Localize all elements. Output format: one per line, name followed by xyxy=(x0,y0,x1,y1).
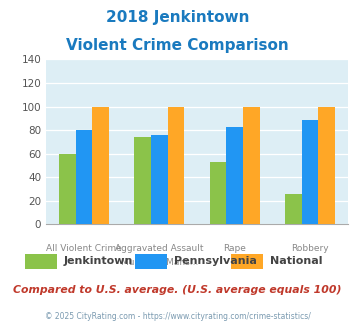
Text: Jenkintown: Jenkintown xyxy=(64,256,133,266)
Bar xyxy=(318,107,335,224)
Bar xyxy=(302,119,318,224)
Bar xyxy=(135,137,151,224)
Bar xyxy=(76,130,92,224)
Text: Aggravated Assault: Aggravated Assault xyxy=(115,244,203,253)
Text: Murder & Mans...: Murder & Mans... xyxy=(121,258,198,267)
Text: National: National xyxy=(270,256,322,266)
Bar xyxy=(210,162,226,224)
Text: Robbery: Robbery xyxy=(291,244,329,253)
Text: Rape: Rape xyxy=(223,244,246,253)
Bar xyxy=(168,107,184,224)
Text: Pennsylvania: Pennsylvania xyxy=(174,256,257,266)
Bar xyxy=(59,154,76,224)
Text: Violent Crime Comparison: Violent Crime Comparison xyxy=(66,38,289,53)
Text: 2018 Jenkintown: 2018 Jenkintown xyxy=(106,10,249,25)
Bar xyxy=(226,127,243,224)
Text: © 2025 CityRating.com - https://www.cityrating.com/crime-statistics/: © 2025 CityRating.com - https://www.city… xyxy=(45,312,310,321)
Text: All Violent Crime: All Violent Crime xyxy=(46,244,122,253)
Bar xyxy=(92,107,109,224)
Bar xyxy=(151,135,168,224)
Bar xyxy=(285,194,302,224)
Text: Compared to U.S. average. (U.S. average equals 100): Compared to U.S. average. (U.S. average … xyxy=(13,285,342,295)
Bar xyxy=(243,107,260,224)
